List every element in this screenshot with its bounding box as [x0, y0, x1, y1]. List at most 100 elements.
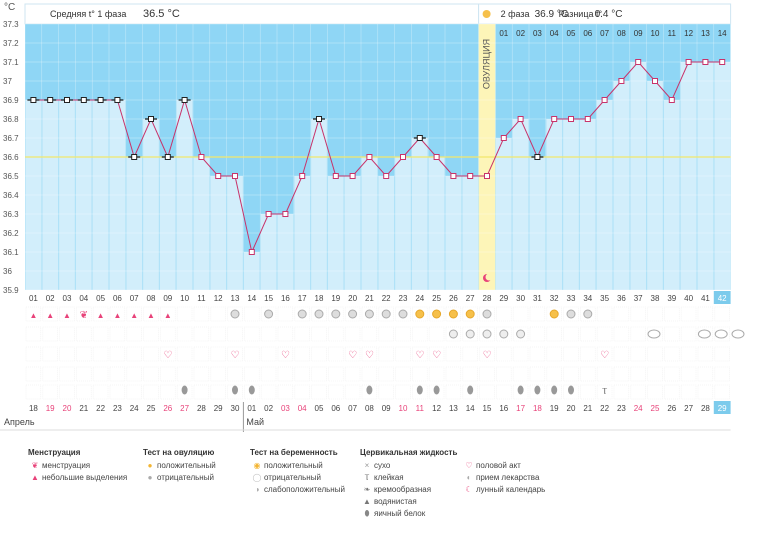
sun-positive-icon: [415, 309, 425, 319]
symptom-cell: [244, 346, 260, 362]
symptom-cell: [109, 306, 126, 322]
temp-bar: [563, 119, 579, 290]
symptom-cell: [395, 326, 411, 342]
egg-white-icon: [232, 385, 238, 395]
symptom-cell: [613, 346, 630, 362]
cycle-day-label: 12: [214, 294, 223, 303]
temp-point: [64, 97, 70, 103]
symptom-cell: [680, 326, 697, 342]
cloud-icon: [647, 329, 661, 339]
cycle-day-label: 30: [516, 294, 525, 303]
legend-item: менструация: [42, 461, 91, 470]
symptom-cell: [647, 346, 663, 362]
cycle-day-label: 07: [130, 294, 139, 303]
legend-title: Цервикальная жидкость: [360, 448, 458, 457]
temp-point: [500, 135, 507, 141]
symptom-cell: [59, 384, 75, 400]
symptom-cell: [176, 326, 193, 342]
symptom-cell: [92, 306, 109, 322]
symptom-cell: [428, 326, 445, 342]
date-label: 27: [684, 404, 693, 413]
symptom-cell: [143, 366, 159, 382]
temp-point: [719, 59, 726, 65]
symptom-cell: [512, 306, 529, 322]
cycle-day-label: 27: [466, 294, 475, 303]
sun-negative-icon: [264, 309, 274, 319]
cycle-day-label: 17: [298, 294, 307, 303]
temp-point: [652, 78, 658, 84]
cycle-day-label: 20: [348, 294, 357, 303]
symptom-cell: [227, 366, 243, 382]
cloud-icon: [731, 329, 745, 339]
symptom-cell: [176, 384, 193, 400]
symptom-cell: [462, 306, 478, 322]
sun-negative-icon: [331, 309, 341, 319]
symptom-cell: [697, 346, 714, 362]
cycle-day-label: 42: [718, 294, 727, 303]
date-label: 11: [416, 404, 425, 413]
symptom-cell: [260, 366, 277, 382]
symptom-cell: [25, 306, 42, 322]
temp-point: [383, 173, 390, 179]
cycle-day-label: 03: [63, 294, 72, 303]
symptom-cell: [529, 384, 546, 400]
symptom-cell: [680, 366, 697, 382]
symptom-cell: [311, 366, 327, 382]
symptom-cell: [361, 326, 378, 342]
symptom-cell: [378, 346, 394, 362]
symptom-cell: [277, 384, 294, 400]
cycle-day-label: 35: [600, 294, 609, 303]
temp-point: [551, 116, 558, 122]
date-label: 16: [499, 404, 508, 413]
test-positive-icon: ◉: [253, 461, 261, 470]
legend-item: положительный: [264, 461, 323, 470]
temp-point: [198, 154, 205, 160]
drop-icon: ▲: [113, 311, 121, 320]
cycle-day-label: 11: [197, 294, 206, 303]
temp-bar: [579, 119, 596, 290]
moon-icon: ☾: [465, 485, 473, 494]
cycle-day-label: 21: [365, 294, 374, 303]
phase2-day-label: 05: [567, 29, 576, 38]
heart-icon: ♡: [231, 350, 240, 361]
temp-point: [131, 154, 138, 160]
symptom-cell: [512, 384, 529, 400]
temp-bar: [361, 157, 378, 290]
symptom-cell: [59, 346, 75, 362]
heart-icon: ♡: [163, 350, 172, 361]
symptom-cell: [42, 366, 58, 382]
test-negative-icon: [516, 329, 526, 339]
symptom-cell: [462, 326, 478, 342]
heart-icon: ♡: [465, 461, 473, 470]
menstruation-icon: ❦: [80, 310, 88, 321]
sun-positive-icon: [465, 309, 475, 319]
symptom-cell: [143, 306, 159, 322]
temp-point: [164, 154, 171, 160]
symptom-cell: [92, 326, 109, 342]
egg-white-icon: [416, 385, 423, 395]
temp-point: [349, 173, 356, 179]
symptom-cell: [412, 346, 428, 362]
legend-ovulation-test: Тест на овуляцию ● положительный ● отрицат…: [143, 448, 216, 484]
symptom-cell: [479, 366, 495, 382]
legend-item: слабоположительный: [264, 485, 345, 494]
cloud-icon: [697, 329, 711, 339]
legend-item: лунный календарь: [476, 485, 546, 494]
temp-bar: [613, 81, 630, 290]
symptom-cell: [344, 346, 361, 362]
cycle-day-label: 06: [113, 294, 122, 303]
symptom-cell: [76, 346, 92, 362]
symptom-cell: [109, 346, 126, 362]
symptom-cell: [227, 306, 243, 322]
cycle-day-label: 23: [399, 294, 408, 303]
y-tick-label: 35.9: [3, 286, 19, 295]
symptom-cell: [697, 384, 714, 400]
temp-point: [517, 116, 524, 122]
y-tick-label: 36.3: [3, 210, 19, 219]
symptom-cell: [479, 384, 495, 400]
symptom-cell: [445, 306, 462, 322]
cycle-day-label: 41: [701, 294, 710, 303]
y-tick-label: 36.5: [3, 172, 19, 181]
drop-icon: ▲: [97, 311, 105, 320]
symptom-cell: [277, 366, 294, 382]
